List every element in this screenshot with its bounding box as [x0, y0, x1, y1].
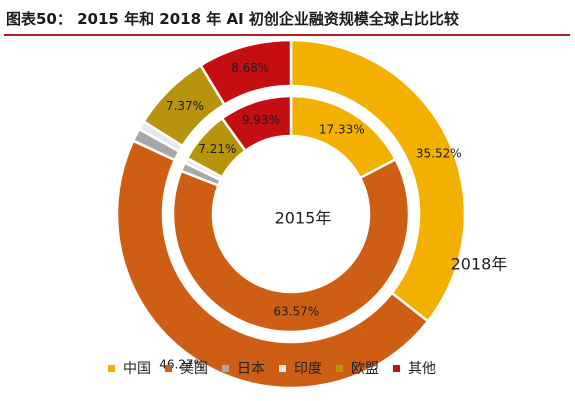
outer-ring-slice-china — [289, 38, 467, 324]
inner-data-label-other: 9.93% — [242, 113, 280, 127]
legend-swatch-other — [393, 364, 400, 372]
legend-item-eu: 欧盟 — [336, 358, 379, 378]
legend-label-usa: 美国 — [180, 361, 208, 377]
title-divider — [4, 34, 570, 36]
chart-legend: 中国 美国 日本 印度 欧盟 其他 — [108, 358, 436, 378]
legend-item-india: 印度 — [279, 358, 322, 378]
legend-swatch-china — [108, 364, 115, 372]
legend-label-other: 其他 — [408, 361, 436, 377]
outer-data-label-china: 35.52% — [416, 146, 462, 160]
legend-item-china: 中国 — [108, 358, 151, 378]
outer-data-label-other: 8.68% — [231, 61, 269, 75]
inner-data-label-china: 17.33% — [319, 123, 365, 137]
legend-label-india: 印度 — [294, 361, 322, 377]
inner-ring-slice-other — [220, 94, 293, 153]
legend-item-other: 其他 — [393, 358, 436, 378]
legend-item-japan: 日本 — [222, 358, 265, 378]
chart-title: 图表50： 2015 年和 2018 年 AI 初创企业融资规模全球占比比较 — [6, 10, 459, 28]
legend-swatch-usa — [165, 364, 172, 372]
inner-data-label-usa: 63.57% — [273, 304, 319, 318]
legend-label-china: 中国 — [123, 361, 151, 377]
inner-data-label-eu: 7.21% — [198, 142, 236, 156]
legend-label-eu: 欧盟 — [351, 361, 379, 377]
inner-ring-slice-usa — [171, 157, 411, 334]
inner-ring-label: 2015年 — [275, 209, 332, 228]
outer-ring-label: 2018年 — [451, 255, 508, 274]
legend-swatch-india — [279, 364, 286, 372]
legend-label-japan: 日本 — [237, 361, 265, 377]
legend-swatch-eu — [336, 364, 343, 372]
outer-ring-slice-usa — [115, 139, 430, 390]
legend-item-usa: 美国 — [165, 358, 208, 378]
outer-data-label-eu: 7.37% — [166, 99, 204, 113]
legend-swatch-japan — [222, 364, 229, 372]
outer-ring-slice-other — [198, 38, 293, 107]
